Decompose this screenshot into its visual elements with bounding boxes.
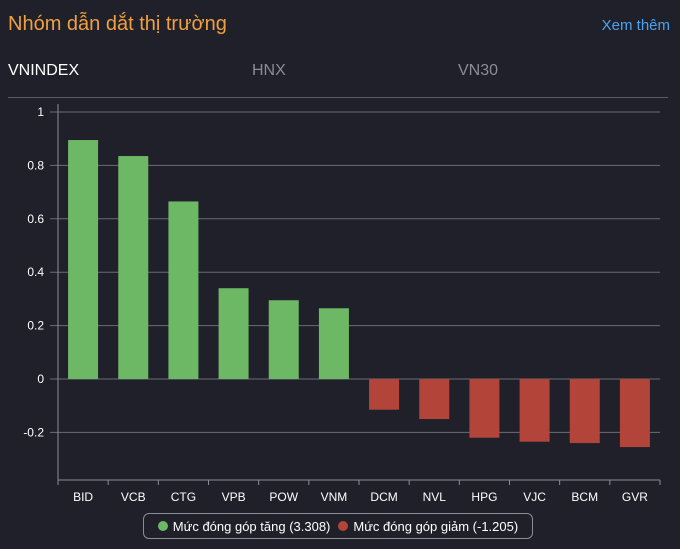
x-tick-label: NVL: [423, 490, 447, 504]
x-tick-label: VCB: [121, 490, 146, 504]
y-tick-label: 0.2: [27, 319, 44, 333]
bar-dcm: [369, 379, 400, 410]
x-tick-label: HPG: [471, 490, 497, 504]
bar-ctg: [168, 201, 199, 379]
bar-vnm: [318, 308, 349, 379]
x-tick-label: POW: [269, 490, 298, 504]
tab-vn30[interactable]: VN30: [458, 62, 499, 79]
bar-hpg: [469, 379, 500, 438]
y-tick-label: 0.6: [27, 212, 44, 226]
bar-nvl: [419, 379, 450, 420]
x-tick-label: VNM: [321, 490, 348, 504]
x-tick-label: BCM: [571, 490, 598, 504]
tab-vnindex[interactable]: VNINDEX: [8, 62, 80, 79]
legend-item-down[interactable]: Mức đóng góp giảm (-1.205): [338, 519, 518, 534]
legend-up-dot-icon: [157, 521, 168, 531]
bar-vpb: [218, 288, 249, 379]
y-tick-label: 0: [37, 372, 44, 386]
y-tick-label: 0.8: [27, 158, 44, 172]
tab-divider: [8, 97, 668, 98]
x-tick-label: BID: [73, 490, 93, 504]
bar-vjc: [519, 379, 550, 442]
tab-hnx[interactable]: HNX: [252, 62, 286, 79]
see-more-link[interactable]: Xem thêm: [601, 17, 670, 34]
legend-up-label: Mức đóng góp tăng (3.308): [172, 518, 331, 534]
y-tick-label: 1: [37, 105, 44, 119]
legend-down-label: Mức đóng góp giảm (-1.205): [353, 518, 519, 534]
x-tick-label: VPB: [222, 490, 246, 504]
bar-vcb: [118, 156, 149, 379]
chart-legend: Mức đóng góp tăng (3.308) Mức đóng góp g…: [143, 513, 533, 539]
bar-bcm: [569, 379, 600, 444]
bar-gvr: [619, 379, 650, 448]
legend-item-up[interactable]: Mức đóng góp tăng (3.308): [157, 518, 331, 534]
y-tick-label: 0.4: [27, 265, 44, 279]
x-tick-label: VJC: [523, 490, 546, 504]
x-tick-label: GVR: [622, 490, 648, 504]
bar-pow: [268, 300, 299, 379]
legend-down-dot-icon: [338, 521, 349, 531]
widget-title: Nhóm dẫn dắt thị trường: [8, 13, 227, 35]
y-tick-label: -0.2: [23, 425, 44, 439]
x-tick-label: CTG: [171, 490, 196, 504]
widget-header: Nhóm dẫn dắt thị trường Xem thêm: [0, 0, 680, 50]
index-tabs: VNINDEX HNX VN30: [0, 58, 680, 98]
bar-bid: [68, 140, 99, 379]
x-tick-label: DCM: [370, 490, 397, 504]
